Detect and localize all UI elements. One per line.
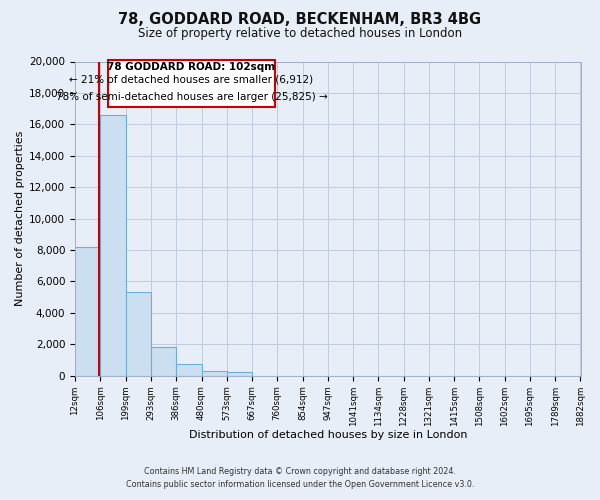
- Bar: [125, 292, 151, 376]
- Text: 78, GODDARD ROAD, BECKENHAM, BR3 4BG: 78, GODDARD ROAD, BECKENHAM, BR3 4BG: [118, 12, 482, 28]
- Text: ← 21% of detached houses are smaller (6,912): ← 21% of detached houses are smaller (6,…: [70, 74, 313, 85]
- Bar: [202, 371, 227, 376]
- Bar: [176, 364, 202, 376]
- Bar: [108, 60, 275, 107]
- Bar: [227, 372, 252, 376]
- Bar: [75, 247, 100, 376]
- Bar: [151, 348, 176, 376]
- Text: Size of property relative to detached houses in London: Size of property relative to detached ho…: [138, 28, 462, 40]
- Bar: [100, 115, 125, 376]
- Text: 78 GODDARD ROAD: 102sqm: 78 GODDARD ROAD: 102sqm: [107, 62, 275, 72]
- Text: Contains HM Land Registry data © Crown copyright and database right 2024.
Contai: Contains HM Land Registry data © Crown c…: [126, 468, 474, 489]
- Y-axis label: Number of detached properties: Number of detached properties: [15, 131, 25, 306]
- Text: 78% of semi-detached houses are larger (25,825) →: 78% of semi-detached houses are larger (…: [56, 92, 327, 102]
- X-axis label: Distribution of detached houses by size in London: Distribution of detached houses by size …: [188, 430, 467, 440]
